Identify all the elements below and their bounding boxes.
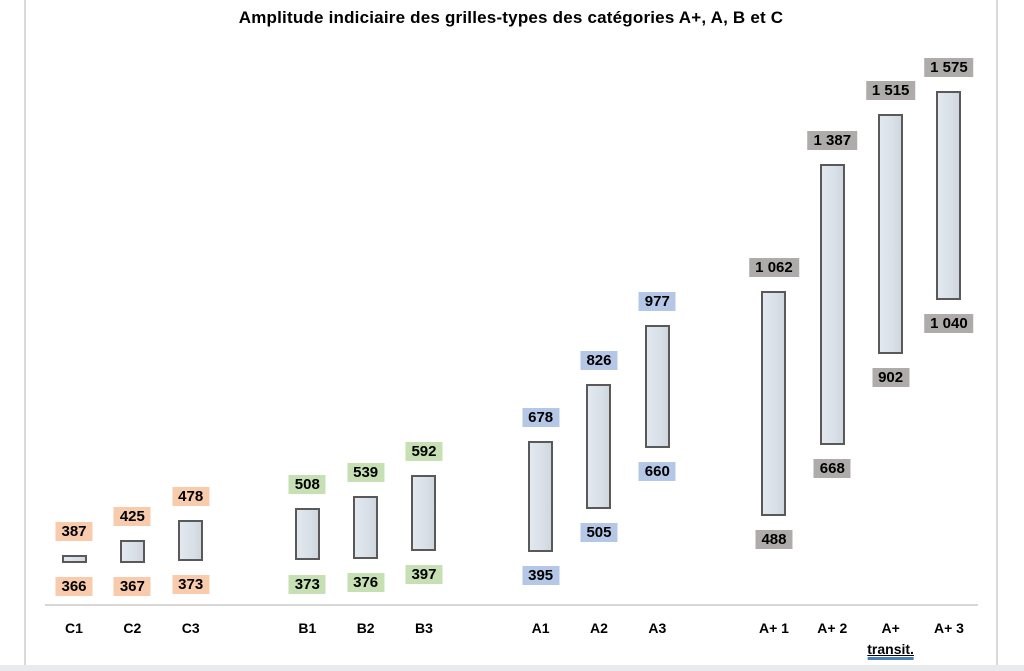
min-value-label-A2: 505 [580, 523, 618, 542]
range-bar-Aplus3 [936, 90, 962, 300]
max-value-label-A2: 826 [580, 350, 618, 370]
x-axis-label-B3: B3 [415, 620, 433, 636]
max-value-label-Aplus2: 1 387 [807, 131, 858, 151]
max-value-label-AplusTransit: 1 515 [865, 81, 916, 101]
max-value-label-B2: 539 [347, 462, 385, 482]
x-axis-label-C2: C2 [123, 620, 142, 636]
min-value-label-Aplus3: 1 040 [924, 314, 974, 333]
left-page-edge-line [24, 0, 26, 665]
max-value-label-Aplus1: 1 062 [749, 258, 799, 278]
range-bar-B2 [353, 495, 379, 560]
range-bar-A1 [528, 441, 554, 552]
x-axis-label-C1: C1 [65, 620, 83, 636]
chart-title: Amplitude indiciaire des grilles-types d… [238, 8, 784, 27]
min-value-label-B1: 373 [288, 574, 326, 594]
range-bar-A3 [644, 324, 670, 449]
range-bar-AplusTransit [878, 114, 904, 354]
max-value-label-C3: 478 [172, 486, 210, 506]
right-page-edge-line [996, 0, 998, 665]
max-value-label-A3: 977 [638, 291, 676, 311]
bottom-page-edge-line [0, 665, 1024, 671]
range-bar-B3 [411, 475, 437, 552]
x-axis-label-AplusTransit-line2: transit. [867, 641, 914, 660]
range-bar-B1 [294, 507, 320, 561]
max-value-label-C2: 425 [113, 507, 151, 527]
min-value-label-Aplus1: 488 [755, 529, 793, 549]
min-value-label-A3: 660 [638, 462, 676, 482]
x-axis-label-A1: A1 [531, 620, 550, 636]
min-value-label-C2: 367 [113, 576, 151, 596]
x-axis-label-A2: A2 [590, 620, 608, 636]
min-value-label-B2: 376 [347, 573, 385, 593]
min-value-label-AplusTransit: 902 [872, 367, 910, 387]
x-axis-label-B1: B1 [298, 620, 317, 636]
min-value-label-C1: 366 [55, 577, 93, 597]
max-value-label-C1: 387 [55, 522, 93, 542]
range-bar-C3 [178, 519, 204, 561]
x-axis-label-C3: C3 [181, 620, 200, 636]
range-bar-C1 [61, 555, 87, 564]
x-axis-label-Aplus3: A+ 3 [933, 620, 964, 636]
x-axis-label-B2: B2 [356, 620, 375, 636]
max-value-label-B1: 508 [288, 474, 326, 494]
range-bar-Aplus1 [761, 291, 787, 516]
min-value-label-Aplus2: 668 [813, 459, 851, 479]
max-value-label-B3: 592 [405, 442, 443, 461]
range-bar-C2 [119, 540, 145, 563]
min-value-label-A1: 395 [522, 566, 560, 585]
min-value-label-C3: 373 [172, 574, 210, 594]
max-value-label-Aplus3: 1 575 [924, 57, 974, 77]
range-bar-Aplus2 [819, 164, 845, 446]
x-axis-label-A3: A3 [648, 620, 667, 636]
range-bar-A2 [586, 383, 612, 509]
x-axis-line [45, 604, 978, 606]
x-axis-label-Aplus1: A+ 1 [758, 620, 789, 636]
max-value-label-A1: 678 [522, 408, 560, 428]
x-axis-label-Aplus2: A+ 2 [817, 620, 848, 636]
x-axis-label-AplusTransit-line1: A+ [881, 620, 900, 636]
min-value-label-B3: 397 [405, 565, 443, 585]
